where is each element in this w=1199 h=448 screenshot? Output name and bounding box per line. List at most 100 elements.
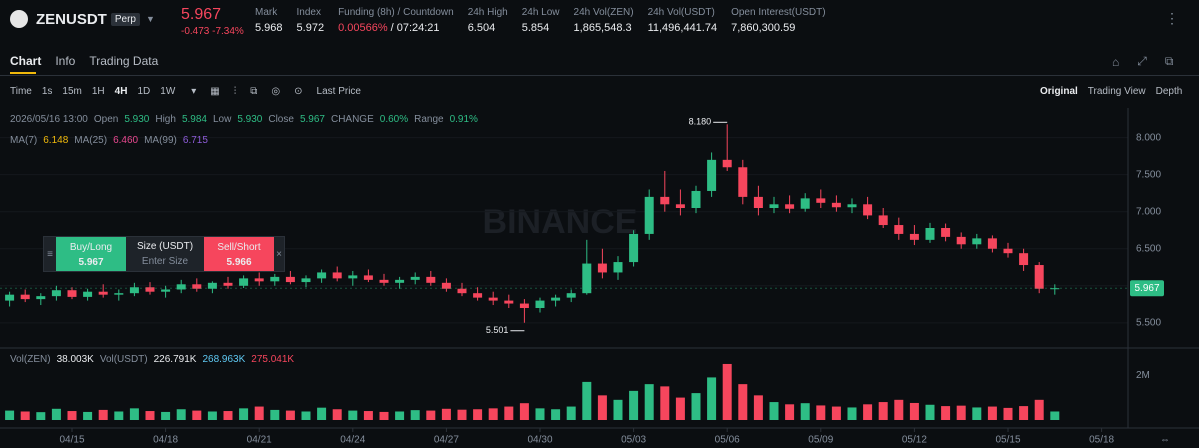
candle-body bbox=[207, 282, 217, 289]
view[interactable]: Trading View bbox=[1087, 86, 1146, 97]
interval[interactable]: 1D bbox=[137, 86, 151, 97]
info-item: 6.148 bbox=[43, 135, 69, 146]
candle-body bbox=[1003, 248, 1013, 254]
tool-icon[interactable]: ◎ bbox=[271, 86, 281, 97]
dropdown[interactable]: ▼ bbox=[145, 14, 155, 24]
stat-value-text: 5.854 bbox=[521, 22, 550, 34]
vol-tick-label: 2M bbox=[1136, 370, 1150, 381]
stat-value: 0.00566%/ 07:24:21 bbox=[338, 22, 454, 34]
volume-bar bbox=[644, 384, 654, 420]
tool-icon[interactable]: ⫶ bbox=[233, 86, 237, 97]
y-tick-label: 6.500 bbox=[1136, 243, 1161, 254]
volume-bar bbox=[83, 411, 93, 420]
stats: Mark 5.968 Index 5.972 Funding (8h) / Countd… bbox=[255, 7, 840, 34]
order-widget: ≡ Buy/Long 5.967 Size (USDT) Enter Size Se… bbox=[43, 236, 285, 272]
close[interactable]: × bbox=[276, 248, 282, 260]
sell-button[interactable]: Sell/Short 5.966 bbox=[204, 237, 274, 271]
interval[interactable]: 4H bbox=[114, 86, 128, 97]
volume-bar bbox=[317, 407, 327, 420]
stat-label: 24h Vol(ZEN) bbox=[573, 7, 634, 18]
volume-bar bbox=[51, 408, 61, 420]
handle: ≡ bbox=[47, 248, 53, 260]
stat-value: 11,496,441.74 bbox=[648, 22, 718, 34]
tool-icon[interactable]: ⊙ bbox=[294, 86, 303, 97]
interval[interactable]: 15m bbox=[62, 86, 82, 97]
tab[interactable]: Trading Data bbox=[89, 54, 159, 68]
menu-icon[interactable]: ⋮ bbox=[1165, 10, 1179, 26]
stat-label: Open Interest(USDT) bbox=[731, 7, 826, 18]
volume-bar bbox=[488, 408, 498, 420]
stat-label: Mark bbox=[255, 7, 278, 18]
last-price-tag bbox=[1130, 280, 1164, 297]
tool-icon[interactable]: ⧉ bbox=[250, 86, 258, 97]
interval[interactable]: 1W bbox=[160, 86, 176, 97]
candle-body bbox=[192, 284, 202, 289]
x-tick-label: 04/30 bbox=[527, 435, 552, 446]
candle-body bbox=[691, 190, 701, 208]
volume-bar bbox=[566, 406, 576, 420]
view[interactable]: Depth bbox=[1155, 86, 1183, 97]
info-item: 5.930 bbox=[124, 114, 150, 125]
volume-bar bbox=[816, 405, 826, 420]
info-item: Low bbox=[212, 114, 232, 125]
volume-bar bbox=[707, 377, 717, 420]
volume-bar bbox=[909, 402, 919, 420]
volume-bar bbox=[207, 411, 217, 420]
interval[interactable]: Time bbox=[10, 86, 32, 97]
buy-button[interactable]: Buy/Long 5.967 bbox=[56, 237, 126, 271]
stat: 24h High 6.504 bbox=[468, 7, 508, 34]
x-tick-label: 04/27 bbox=[434, 435, 459, 446]
volume-bar bbox=[1050, 411, 1060, 420]
tab[interactable]: Chart bbox=[10, 54, 42, 68]
size-input[interactable]: Size (USDT) Enter Size bbox=[126, 241, 204, 267]
price-type[interactable]: Last Price bbox=[316, 86, 361, 97]
stat: Funding (8h) / Countdown 0.00566%/ 07:24:… bbox=[338, 7, 454, 34]
volume-bar bbox=[426, 410, 436, 420]
symbol[interactable]: ZENUSDT bbox=[36, 10, 107, 28]
volume-bar bbox=[504, 406, 514, 420]
volume-bar bbox=[535, 408, 545, 420]
interval[interactable]: 1s bbox=[41, 86, 53, 97]
tab-icons: ⌂ ⤢ ⧉ bbox=[1112, 54, 1173, 69]
candle-body bbox=[956, 236, 966, 245]
candle-body bbox=[535, 300, 545, 308]
info-item: 38.003K bbox=[56, 354, 94, 365]
volume-bar bbox=[473, 409, 483, 420]
volume-bar bbox=[192, 410, 202, 420]
volume-bar bbox=[753, 395, 763, 420]
tool-icon[interactable]: ▦ bbox=[210, 86, 220, 97]
info-item: Close bbox=[268, 114, 294, 125]
tool-icon[interactable]: ▾ bbox=[191, 86, 197, 97]
volume-bar bbox=[145, 411, 155, 420]
candle-body bbox=[145, 287, 155, 292]
x-tick-label: 05/09 bbox=[808, 435, 833, 446]
volume-bar bbox=[98, 409, 108, 420]
candle-body bbox=[675, 204, 685, 208]
icon[interactable]: ⧉ bbox=[1164, 54, 1174, 68]
watermark: BINANCE bbox=[483, 203, 638, 241]
x-tick-label: 04/21 bbox=[247, 435, 272, 446]
x-tick-label: 05/06 bbox=[715, 435, 740, 446]
info-item: MA(7) bbox=[10, 135, 38, 146]
candle-body bbox=[223, 282, 233, 286]
view[interactable]: Original bbox=[1040, 86, 1078, 97]
volume-bar bbox=[582, 381, 592, 420]
candle-body bbox=[909, 233, 919, 240]
stat: 24h Vol(USDT) 11,496,441.74 bbox=[648, 7, 718, 34]
stat-label: Funding (8h) / Countdown bbox=[338, 7, 454, 18]
candle-body bbox=[566, 293, 576, 298]
candle-body bbox=[441, 282, 451, 289]
ohlc-info: 2026/05/16 13:00 Open 5.930 High 5.984 Low 5.9… bbox=[10, 114, 484, 125]
candle-body bbox=[941, 228, 951, 237]
candle-body bbox=[379, 279, 389, 283]
volume-bar bbox=[67, 411, 77, 420]
tab[interactable]: Info bbox=[55, 54, 76, 68]
candle-body bbox=[426, 276, 436, 283]
interval[interactable]: 1H bbox=[91, 86, 105, 97]
volume-bar bbox=[332, 409, 342, 420]
candle-body bbox=[254, 278, 264, 282]
candle-body bbox=[161, 289, 171, 292]
volume-bar bbox=[925, 404, 935, 420]
icon[interactable]: ⌂ bbox=[1112, 54, 1120, 69]
icon[interactable]: ⤢ bbox=[1137, 54, 1147, 68]
